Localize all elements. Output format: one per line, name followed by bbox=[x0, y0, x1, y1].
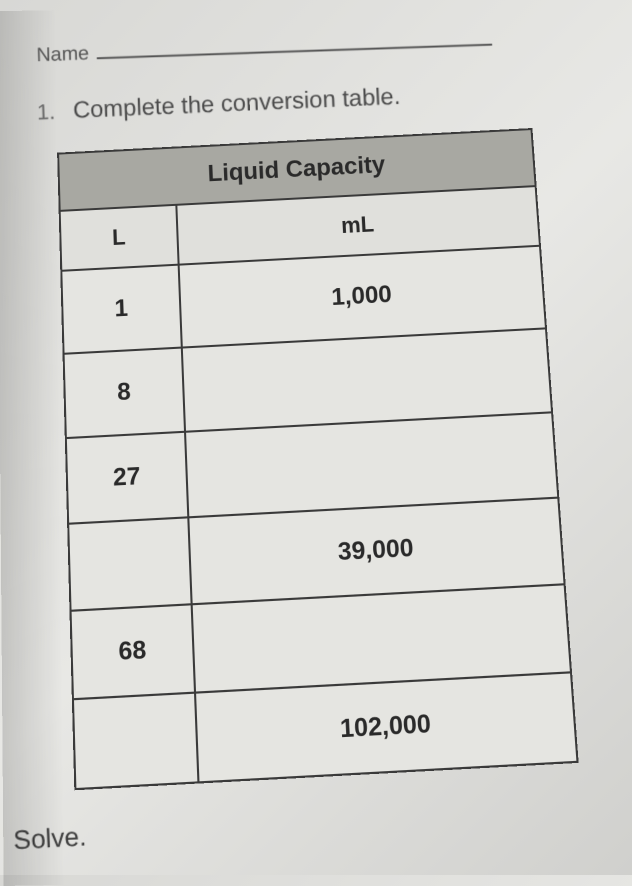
name-field-row: Name bbox=[36, 25, 602, 67]
name-label: Name bbox=[36, 43, 89, 67]
question-row: 1. Complete the conversion table. bbox=[36, 75, 603, 127]
cell-liters: 68 bbox=[71, 604, 195, 699]
question-number: 1. bbox=[37, 99, 56, 125]
cell-liters: 1 bbox=[61, 265, 181, 354]
name-input-line[interactable] bbox=[97, 44, 492, 60]
cell-liters[interactable] bbox=[68, 517, 191, 610]
worksheet-page: Name 1. Complete the conversion table. L… bbox=[0, 0, 632, 776]
solve-label: Solve. bbox=[13, 821, 87, 857]
question-text: Complete the conversion table. bbox=[72, 83, 401, 125]
cell-liters[interactable] bbox=[73, 693, 198, 789]
cell-milliliters: 102,000 bbox=[195, 672, 578, 782]
conversion-table: Liquid Capacity L mL 1 1,000 8 27 39,000 bbox=[57, 128, 579, 790]
cell-liters: 27 bbox=[66, 432, 188, 524]
conversion-table-wrap: Liquid Capacity L mL 1 1,000 8 27 39,000 bbox=[57, 124, 632, 790]
column-header-liters: L bbox=[60, 205, 179, 271]
cell-liters: 8 bbox=[64, 348, 185, 439]
